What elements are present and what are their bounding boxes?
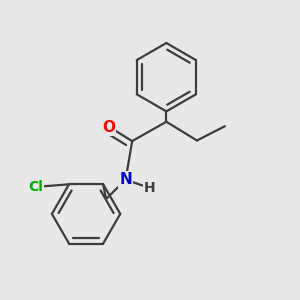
Text: O: O — [103, 120, 116, 135]
Text: Cl: Cl — [28, 180, 43, 194]
Text: N: N — [119, 172, 132, 187]
Text: H: H — [144, 181, 156, 195]
